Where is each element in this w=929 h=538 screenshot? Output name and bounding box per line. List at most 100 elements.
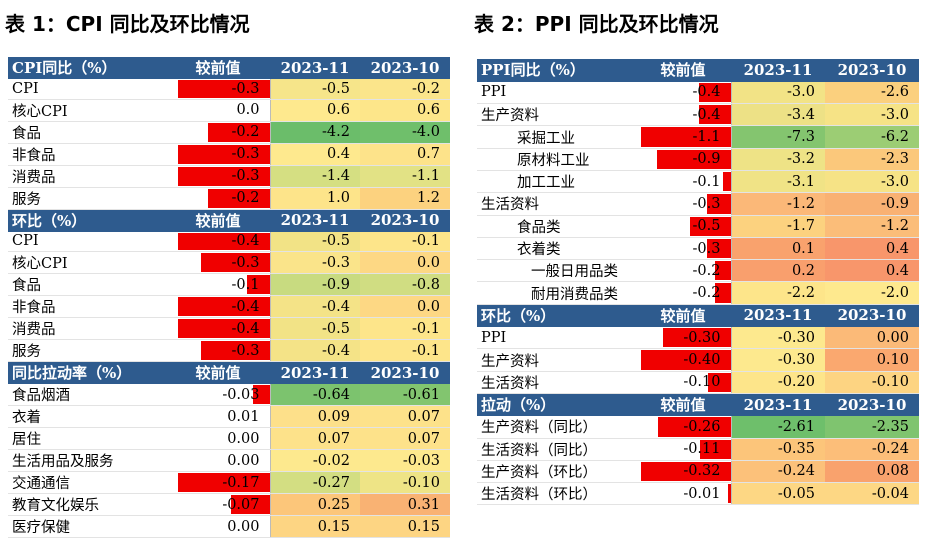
change-value: -0.03: [222, 386, 260, 403]
value-2023-11: -0.5: [270, 317, 360, 340]
value-2023-10: -1.2: [825, 215, 919, 238]
section-title: 同比拉动率（%）: [8, 361, 166, 384]
value-2023-10: 1.2: [360, 187, 450, 210]
table-row: 食品烟酒 -0.03 -0.64 -0.61: [8, 383, 450, 406]
change-cell: -0.17: [166, 471, 271, 494]
value-2023-11: -3.4: [731, 103, 825, 127]
column-header-change: 较前值: [166, 361, 270, 384]
change-bar: [177, 80, 269, 98]
section-title: 环比（%）: [8, 209, 166, 232]
value-2023-10: -0.24: [825, 438, 919, 461]
value-2023-10: -4.0: [360, 121, 450, 144]
table-row: 一般日用品类 -0.2 0.2 0.4: [477, 259, 919, 283]
value-2023-11: 0.4: [270, 143, 360, 166]
table-row: 服务 -0.2 1.0 1.2: [8, 187, 450, 210]
row-label: 核心CPI: [8, 251, 166, 274]
value-2023-10: -0.8: [360, 273, 450, 296]
row-label: 消费品: [8, 165, 166, 188]
ppi-section-header: 拉动（%） 较前值 2023-11 2023-10: [477, 393, 919, 417]
value-2023-10: -2.6: [825, 81, 919, 105]
change-cell: -0.26: [635, 415, 732, 439]
change-cell: -0.01: [635, 482, 732, 506]
change-bar: [177, 297, 269, 316]
change-cell: -0.32: [635, 460, 732, 484]
change-cell: 0.00: [166, 427, 271, 450]
value-2023-10: 0.15: [360, 515, 450, 538]
value-2023-10: 0.7: [360, 143, 450, 166]
row-label: 教育文化娱乐: [8, 493, 166, 516]
table-row: 生产资料（同比） -0.26 -2.61 -2.35: [477, 415, 919, 439]
change-bar: [656, 149, 730, 169]
row-label: CPI: [8, 78, 166, 100]
value-2023-11: -0.3: [270, 251, 360, 274]
change-value: -0.9: [692, 151, 721, 168]
row-label: 生活用品及服务: [8, 449, 166, 472]
column-header-period: 2023-10: [825, 393, 919, 417]
change-cell: -1.1: [635, 125, 732, 149]
row-label: 食品烟酒: [8, 383, 166, 406]
value-2023-11: 0.15: [270, 515, 360, 538]
value-2023-10: -2.35: [825, 415, 919, 439]
change-value: -0.32: [683, 463, 721, 480]
change-value: 0.01: [227, 408, 260, 425]
table-row: 食品 -0.2 -4.2 -4.0: [8, 121, 450, 144]
right-table-title: 表 2：PPI 同比及环比情况: [474, 12, 719, 36]
change-value: 0.00: [227, 518, 260, 535]
change-bar: [662, 328, 730, 348]
column-header-period: 2023-10: [360, 57, 450, 79]
value-2023-10: -0.61: [360, 383, 450, 406]
change-cell: -0.10: [635, 371, 732, 394]
table-row: 非食品 -0.4 -0.4 0.0: [8, 295, 450, 318]
table-row: 加工工业 -0.1 -3.1 -3.0: [477, 170, 919, 194]
left-table-title: 表 1：CPI 同比及环比情况: [5, 12, 250, 36]
value-2023-10: -0.10: [360, 471, 450, 494]
row-label: 居住: [8, 427, 166, 450]
table-row: 食品 -0.1 -0.9 -0.8: [8, 273, 450, 296]
value-2023-10: 0.00: [825, 326, 919, 350]
change-cell: 0.00: [166, 449, 271, 472]
change-bar: [714, 283, 730, 303]
change-bar: [200, 341, 269, 360]
table-row: 衣着类 -0.3 0.1 0.4: [477, 237, 919, 261]
change-value: -0.2: [231, 124, 260, 140]
table-row: 服务 -0.3 -0.4 -0.1: [8, 339, 450, 362]
value-2023-11: -3.1: [731, 170, 825, 194]
value-2023-11: -2.2: [731, 281, 825, 305]
table-row: PPI -0.4 -3.0 -2.6: [477, 81, 919, 105]
row-label: 一般日用品类: [477, 259, 635, 283]
value-2023-10: -2.3: [825, 148, 919, 171]
row-label: 交通通信: [8, 471, 166, 494]
value-2023-10: -0.1: [360, 339, 450, 362]
value-2023-11: -0.05: [731, 482, 825, 506]
change-value: 0.00: [227, 430, 260, 447]
change-value: -0.2: [692, 285, 721, 302]
value-2023-11: 0.6: [270, 99, 360, 122]
table-row: 生产资料（环比） -0.32 -0.24 0.08: [477, 460, 919, 484]
change-value: -0.3: [692, 240, 721, 257]
change-cell: -0.3: [166, 78, 271, 100]
value-2023-11: -3.2: [731, 148, 825, 171]
value-2023-11: 0.1: [731, 237, 825, 261]
change-value: -0.17: [222, 474, 260, 491]
row-label: 核心CPI: [8, 99, 166, 122]
row-label: 生产资料（环比）: [477, 460, 635, 484]
cpi-section-header: CPI同比（%） 较前值 2023-11 2023-10: [8, 57, 450, 79]
value-2023-11: -1.4: [270, 165, 360, 188]
row-label: 生产资料: [477, 103, 635, 127]
table-row: 医疗保健 0.00 0.15 0.15: [8, 515, 450, 538]
row-label: 服务: [8, 339, 166, 362]
ppi-table: PPI同比（%） 较前值 2023-11 2023-10 PPI -0.4 -3.0 -2.6…: [477, 59, 919, 506]
table-row: 消费品 -0.3 -1.4 -1.1: [8, 165, 450, 188]
column-header-change: 较前值: [166, 209, 270, 232]
change-cell: -0.4: [635, 81, 732, 105]
change-bar: [246, 275, 269, 294]
value-2023-11: 0.2: [731, 259, 825, 283]
row-label: 非食品: [8, 295, 166, 318]
change-cell: -0.3: [166, 143, 271, 166]
change-cell: -0.40: [635, 348, 732, 372]
change-bar: [207, 188, 269, 208]
value-2023-11: -0.30: [731, 326, 825, 350]
row-label: CPI: [8, 231, 166, 252]
change-value: -0.26: [683, 418, 721, 435]
value-2023-10: -0.1: [360, 231, 450, 252]
